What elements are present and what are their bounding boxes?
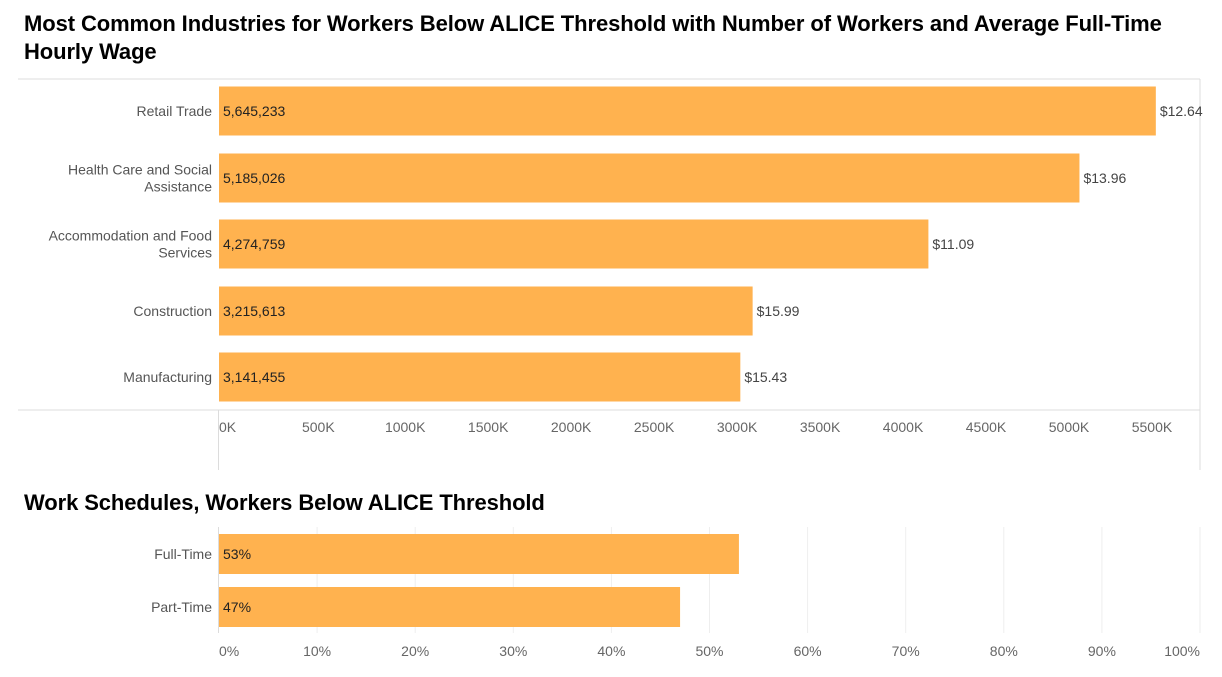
bar-value-label-4: 3,141,455 [223, 369, 285, 385]
x-tick-label-6: 60% [794, 643, 822, 659]
x-tick-label-9: 4500K [966, 419, 1007, 435]
x-tick-label-4: 40% [597, 643, 625, 659]
category-label-3-0: Construction [133, 303, 212, 319]
bar-value-label-0: 53% [223, 546, 251, 562]
category-label-1: Part-Time [151, 599, 212, 615]
chart-1-title: Most Common Industries for Workers Below… [24, 11, 1162, 64]
category-label-2-0: Accommodation and Food [49, 228, 212, 244]
x-tick-label-10: 5000K [1049, 419, 1090, 435]
bar-1 [219, 587, 681, 627]
category-label-1-1: Assistance [144, 179, 212, 195]
bar-2 [219, 219, 929, 269]
bar-3 [219, 286, 753, 336]
x-tick-label-1: 500K [302, 419, 335, 435]
category-label-2-1: Services [158, 245, 212, 261]
bar-wage-label-2: $11.09 [932, 236, 974, 252]
bar-value-label-1: 5,185,026 [223, 170, 285, 186]
category-label-0: Full-Time [154, 546, 212, 562]
bar-value-label-2: 4,274,759 [223, 236, 285, 252]
bar-value-label-3: 3,215,613 [223, 303, 285, 319]
x-tick-label-6: 3000K [717, 419, 758, 435]
x-tick-label-10: 100% [1164, 643, 1200, 659]
bar-wage-label-1: $13.96 [1083, 170, 1126, 186]
x-tick-label-8: 4000K [883, 419, 924, 435]
bar-value-label-1: 47% [223, 599, 251, 615]
category-label-0-0: Retail Trade [137, 103, 213, 119]
x-tick-label-5: 50% [695, 643, 723, 659]
category-label-4-0: Manufacturing [123, 369, 212, 385]
bar-value-label-0: 5,645,233 [223, 103, 285, 119]
x-tick-label-8: 80% [990, 643, 1018, 659]
bar-wage-label-4: $15.43 [744, 369, 787, 385]
category-label-1-0: Health Care and Social [68, 162, 212, 178]
x-tick-label-0: 0K [219, 419, 237, 435]
x-tick-label-11: 5500K [1132, 419, 1173, 435]
bar-wage-label-0: $12.64 [1160, 103, 1203, 119]
x-tick-label-1: 10% [303, 643, 331, 659]
x-tick-label-2: 1000K [385, 419, 426, 435]
x-tick-label-2: 20% [401, 643, 429, 659]
bar-0 [219, 534, 739, 574]
x-tick-label-7: 70% [892, 643, 920, 659]
x-tick-label-3: 1500K [468, 419, 509, 435]
chart-2-title: Work Schedules, Workers Below ALICE Thre… [24, 490, 545, 515]
x-tick-label-9: 90% [1088, 643, 1116, 659]
x-tick-label-5: 2500K [634, 419, 675, 435]
x-tick-label-3: 30% [499, 643, 527, 659]
x-tick-label-7: 3500K [800, 419, 841, 435]
bar-4 [219, 352, 741, 402]
x-tick-label-0: 0% [219, 643, 239, 659]
bar-0 [219, 86, 1156, 136]
bar-1 [219, 153, 1080, 203]
x-tick-label-4: 2000K [551, 419, 592, 435]
bar-wage-label-3: $15.99 [757, 303, 800, 319]
